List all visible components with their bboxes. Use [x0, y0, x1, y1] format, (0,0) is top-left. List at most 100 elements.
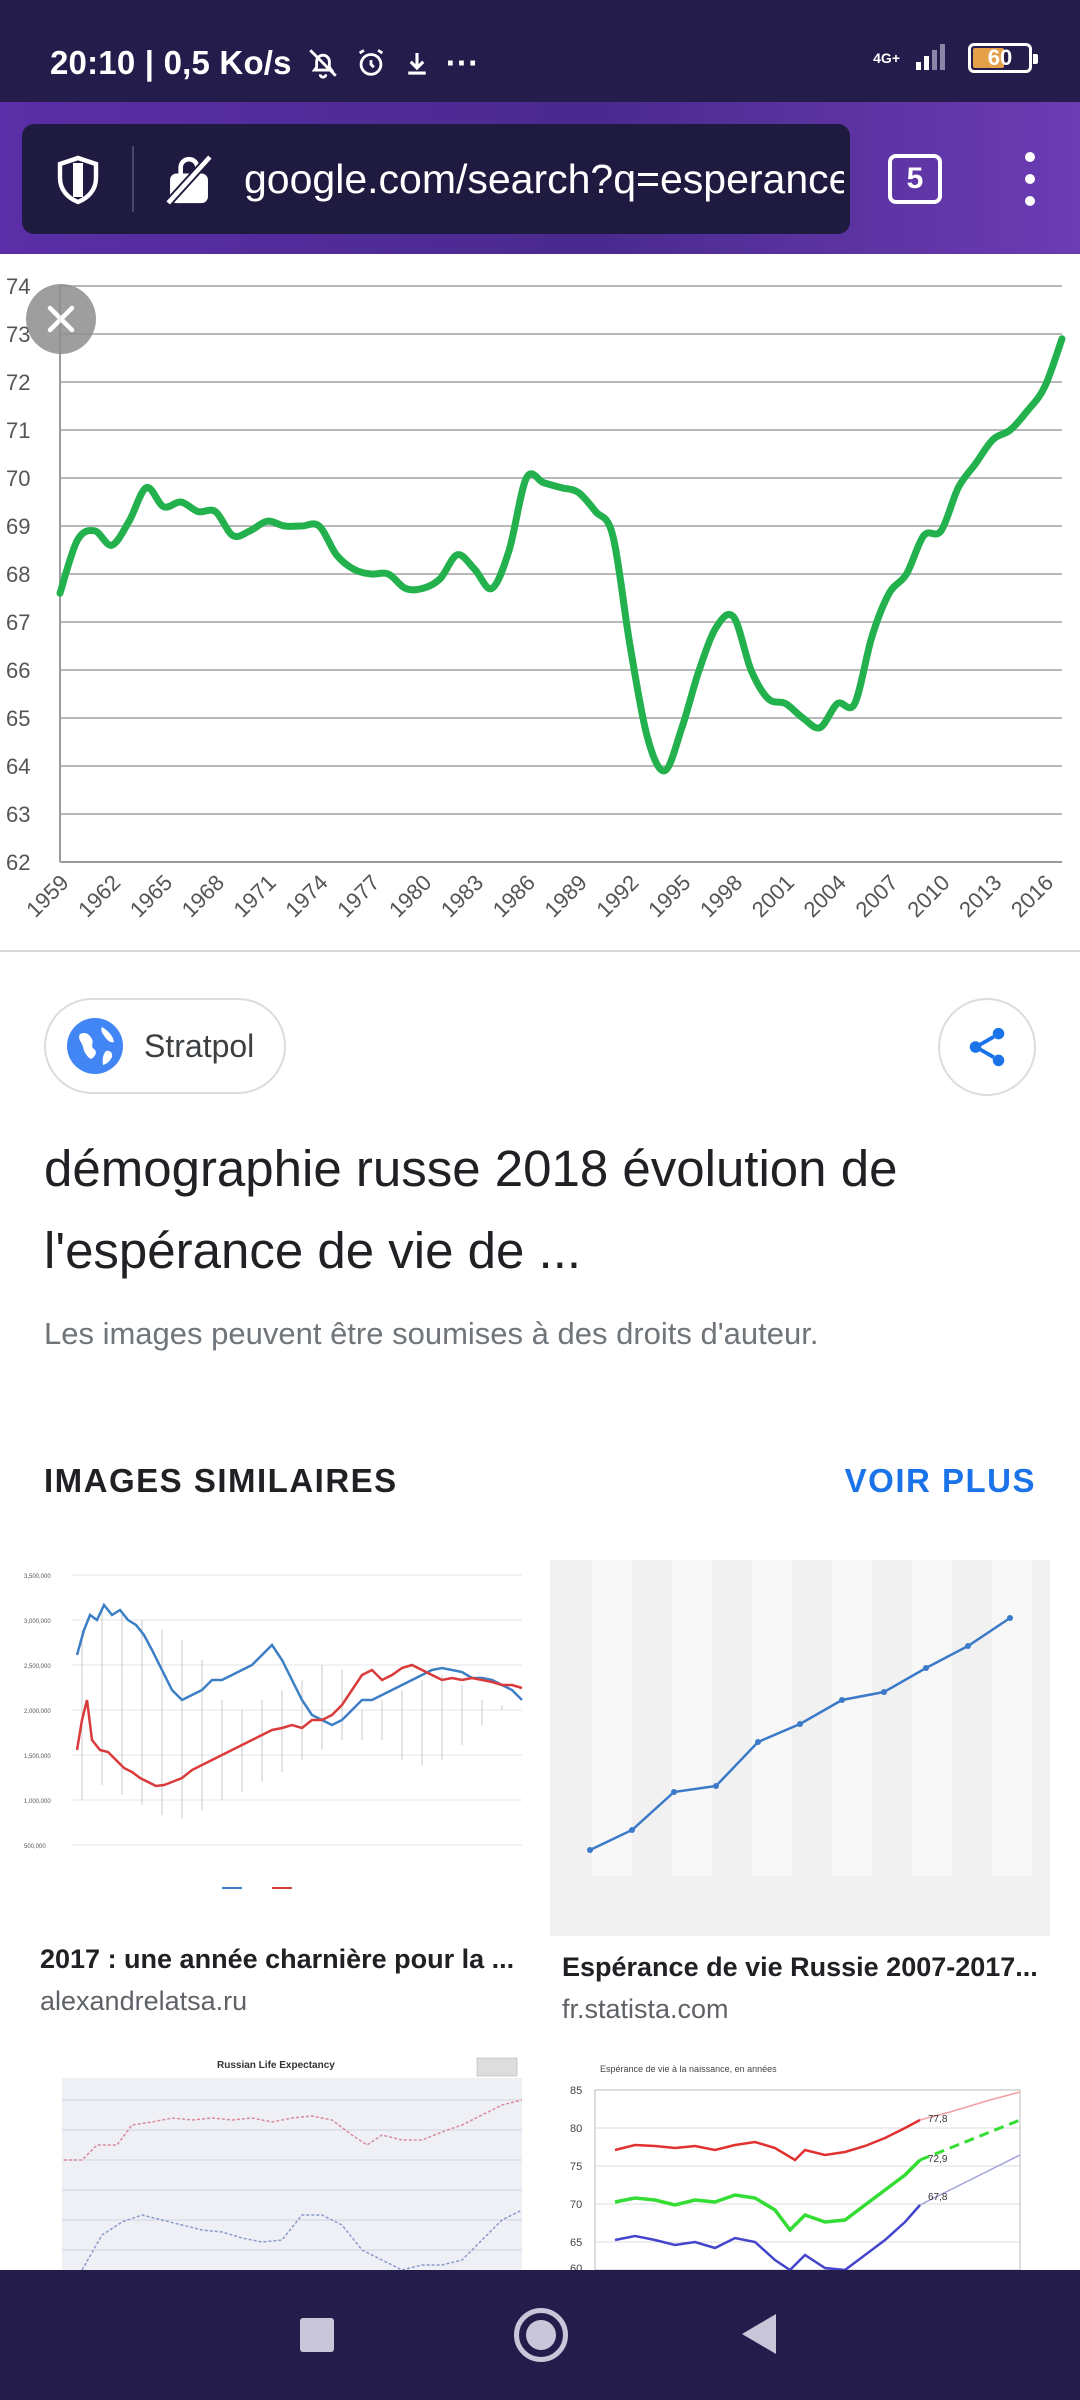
- svg-text:500,000: 500,000: [24, 1844, 46, 1850]
- recents-button[interactable]: [300, 2318, 334, 2352]
- chart-x-tick-label: 1965: [125, 870, 177, 922]
- chart-x-tick-label: 1992: [591, 870, 643, 922]
- battery-icon: 60: [968, 42, 1038, 73]
- share-button[interactable]: [938, 998, 1036, 1096]
- thumb4-label-3: 67,8: [928, 2192, 948, 2203]
- chart-y-tick-label: 63: [6, 802, 30, 827]
- status-time-speed: 20:10 | 0,5 Ko/s: [50, 44, 292, 81]
- esperance-naissance-thumbnail-graphic: Espérance de vie à la naissance, en anné…: [570, 2064, 1021, 2270]
- svg-text:2,500,000: 2,500,000: [24, 1664, 51, 1670]
- result-title[interactable]: démographie russe 2018 évolution de l'es…: [44, 1140, 898, 1279]
- chart-x-tick-label: 1989: [540, 870, 592, 922]
- births-deaths-thumbnail-graphic: 3,500,000 3,000,000 2,500,000 2,000,000 1,50…: [24, 1574, 523, 1889]
- system-nav-bar: [0, 2270, 1080, 2400]
- chart-x-tick-label: 2007: [850, 870, 902, 922]
- chart-x-tick-label: 1962: [73, 870, 125, 922]
- more-notifications-indicator: ···: [445, 44, 480, 81]
- home-button[interactable]: [514, 2308, 568, 2362]
- thumb4-y-tick-75: 75: [570, 2161, 582, 2173]
- statista-thumbnail-graphic: [587, 1560, 1032, 1876]
- thumb4-y-tick-80: 80: [570, 2123, 582, 2135]
- life-expectancy-series-line: [56, 335, 1066, 775]
- share-icon: [969, 1027, 1005, 1067]
- similar-card-title-2[interactable]: Espérance de vie Russie 2007-2017...: [562, 1952, 1038, 1982]
- chart-x-tick-label: 1974: [280, 870, 332, 922]
- chart-y-tick-label: 71: [6, 418, 30, 443]
- status-right: 4G+ 60: [873, 40, 1038, 75]
- chart-x-tick-label: 2001: [747, 870, 799, 922]
- russian-life-expectancy-thumbnail-graphic: Russian Life Expectancy: [62, 2057, 523, 2270]
- svg-text:2,000,000: 2,000,000: [24, 1709, 51, 1715]
- result-image-chart[interactable]: 62 63 64 65 66 67 68 69 70 71 72 73 74 1959 1962 1965 19…: [0, 254, 1080, 952]
- signal-icon: [914, 40, 954, 75]
- chart-y-tick-label: 66: [6, 658, 30, 683]
- chart-y-tick-label: 70: [6, 466, 30, 491]
- chart-x-tick-label: 1986: [488, 870, 540, 922]
- chart-x-tick-label: 2010: [902, 870, 954, 922]
- overflow-menu-icon[interactable]: [1020, 152, 1040, 212]
- chart-x-tick-label: 1995: [643, 870, 695, 922]
- bell-off-icon: [306, 46, 340, 80]
- status-bar: 20:10 | 0,5 Ko/s ··· 4G+ 60: [0, 0, 1080, 102]
- thumb4-label-1: 77,8: [928, 2114, 948, 2125]
- chart-y-tick-label: 72: [6, 370, 30, 395]
- svg-text:3,000,000: 3,000,000: [24, 1619, 51, 1625]
- thumb4-y-tick-60: 60: [570, 2263, 582, 2270]
- download-icon: [402, 48, 432, 78]
- svg-text:1,000,000: 1,000,000: [24, 1799, 51, 1805]
- source-chip[interactable]: Stratpol: [44, 998, 287, 1094]
- svg-text:3,500,000: 3,500,000: [24, 1574, 51, 1580]
- chart-y-tick-label: 62: [6, 850, 30, 875]
- back-button[interactable]: [742, 2314, 776, 2354]
- chart-y-tick-label: 68: [6, 562, 30, 587]
- thumb3-title: Russian Life Expectancy: [217, 2060, 335, 2071]
- chart-x-tick-label: 2004: [799, 870, 851, 922]
- thumb4-y-tick-65: 65: [570, 2237, 582, 2249]
- chart-y-tick-label: 69: [6, 514, 30, 539]
- thumb4-y-tick-85: 85: [570, 2085, 582, 2097]
- svg-text:1,500,000: 1,500,000: [24, 1754, 51, 1760]
- chart-y-tick-label: 64: [6, 754, 30, 779]
- chart-x-tick-label: 1971: [229, 870, 281, 922]
- battery-tip: [1033, 53, 1038, 64]
- battery-level: 60: [987, 44, 1013, 70]
- thumb4-label-2: 72,9: [928, 2154, 948, 2165]
- status-left: 20:10 | 0,5 Ko/s ···: [50, 44, 479, 82]
- chart-y-tick-label: 74: [6, 274, 30, 299]
- url-bar[interactable]: google.com/search?q=esperance: [22, 124, 850, 234]
- url-divider: [132, 146, 134, 212]
- chart-y-tick-label: 67: [6, 610, 30, 635]
- close-icon: [47, 305, 75, 333]
- similar-thumbnail-births-deaths[interactable]: 3,500,000 3,000,000 2,500,000 2,000,000 1,50…: [22, 1560, 530, 1916]
- chart-x-tick-label: 1980: [384, 870, 436, 922]
- similar-thumbnail-statista[interactable]: [550, 1560, 1050, 1936]
- lock-off-icon[interactable]: [164, 152, 214, 213]
- similar-images-header: IMAGES SIMILAIRES: [44, 1462, 398, 1499]
- similar-card-domain-2: fr.statista.com: [562, 1994, 729, 2024]
- chart-x-tick-label: 1983: [436, 870, 488, 922]
- source-label: Stratpol: [144, 1027, 255, 1064]
- shield-icon[interactable]: [54, 154, 102, 211]
- similar-card-title-1[interactable]: 2017 : une année charnière pour la ...: [40, 1944, 515, 1974]
- alarm-icon: [354, 46, 388, 80]
- similar-thumbnail-esperance-naissance[interactable]: Espérance de vie à la naissance, en anné…: [550, 2050, 1050, 2270]
- chart-x-tick-label: 1977: [332, 870, 384, 922]
- network-label: 4G+: [873, 49, 900, 66]
- similar-thumbnail-russian-life-expectancy[interactable]: Russian Life Expectancy: [22, 2050, 530, 2270]
- copyright-note: Les images peuvent être soumises à des d…: [44, 1316, 819, 1351]
- see-more-link[interactable]: VOIR PLUS: [844, 1462, 1036, 1499]
- chart-y-tick-label: 65: [6, 706, 30, 731]
- chart-x-tick-label: 2013: [954, 870, 1006, 922]
- tab-counter-button[interactable]: 5: [888, 154, 942, 204]
- url-text[interactable]: google.com/search?q=esperance: [244, 156, 844, 202]
- globe-icon: [67, 1018, 123, 1074]
- chart-x-tick-label: 1959: [21, 870, 73, 922]
- chart-x-tick-label: 1998: [695, 870, 747, 922]
- chart-x-tick-label: 2016: [1006, 870, 1058, 922]
- browser-toolbar: google.com/search?q=esperance 5: [0, 102, 1080, 254]
- thumb4-y-tick-70: 70: [570, 2199, 582, 2211]
- chart-x-tick-label: 1968: [177, 870, 229, 922]
- battery-fill: [973, 47, 1004, 68]
- close-preview-button[interactable]: [26, 284, 96, 354]
